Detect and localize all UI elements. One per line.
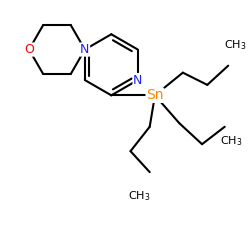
Text: O: O <box>24 43 34 56</box>
Text: CH$_3$: CH$_3$ <box>128 190 150 203</box>
Text: N: N <box>133 74 142 86</box>
Text: CH$_3$: CH$_3$ <box>224 38 246 52</box>
Text: N: N <box>80 43 90 56</box>
Text: Sn: Sn <box>146 88 164 102</box>
Text: CH$_3$: CH$_3$ <box>220 134 243 147</box>
